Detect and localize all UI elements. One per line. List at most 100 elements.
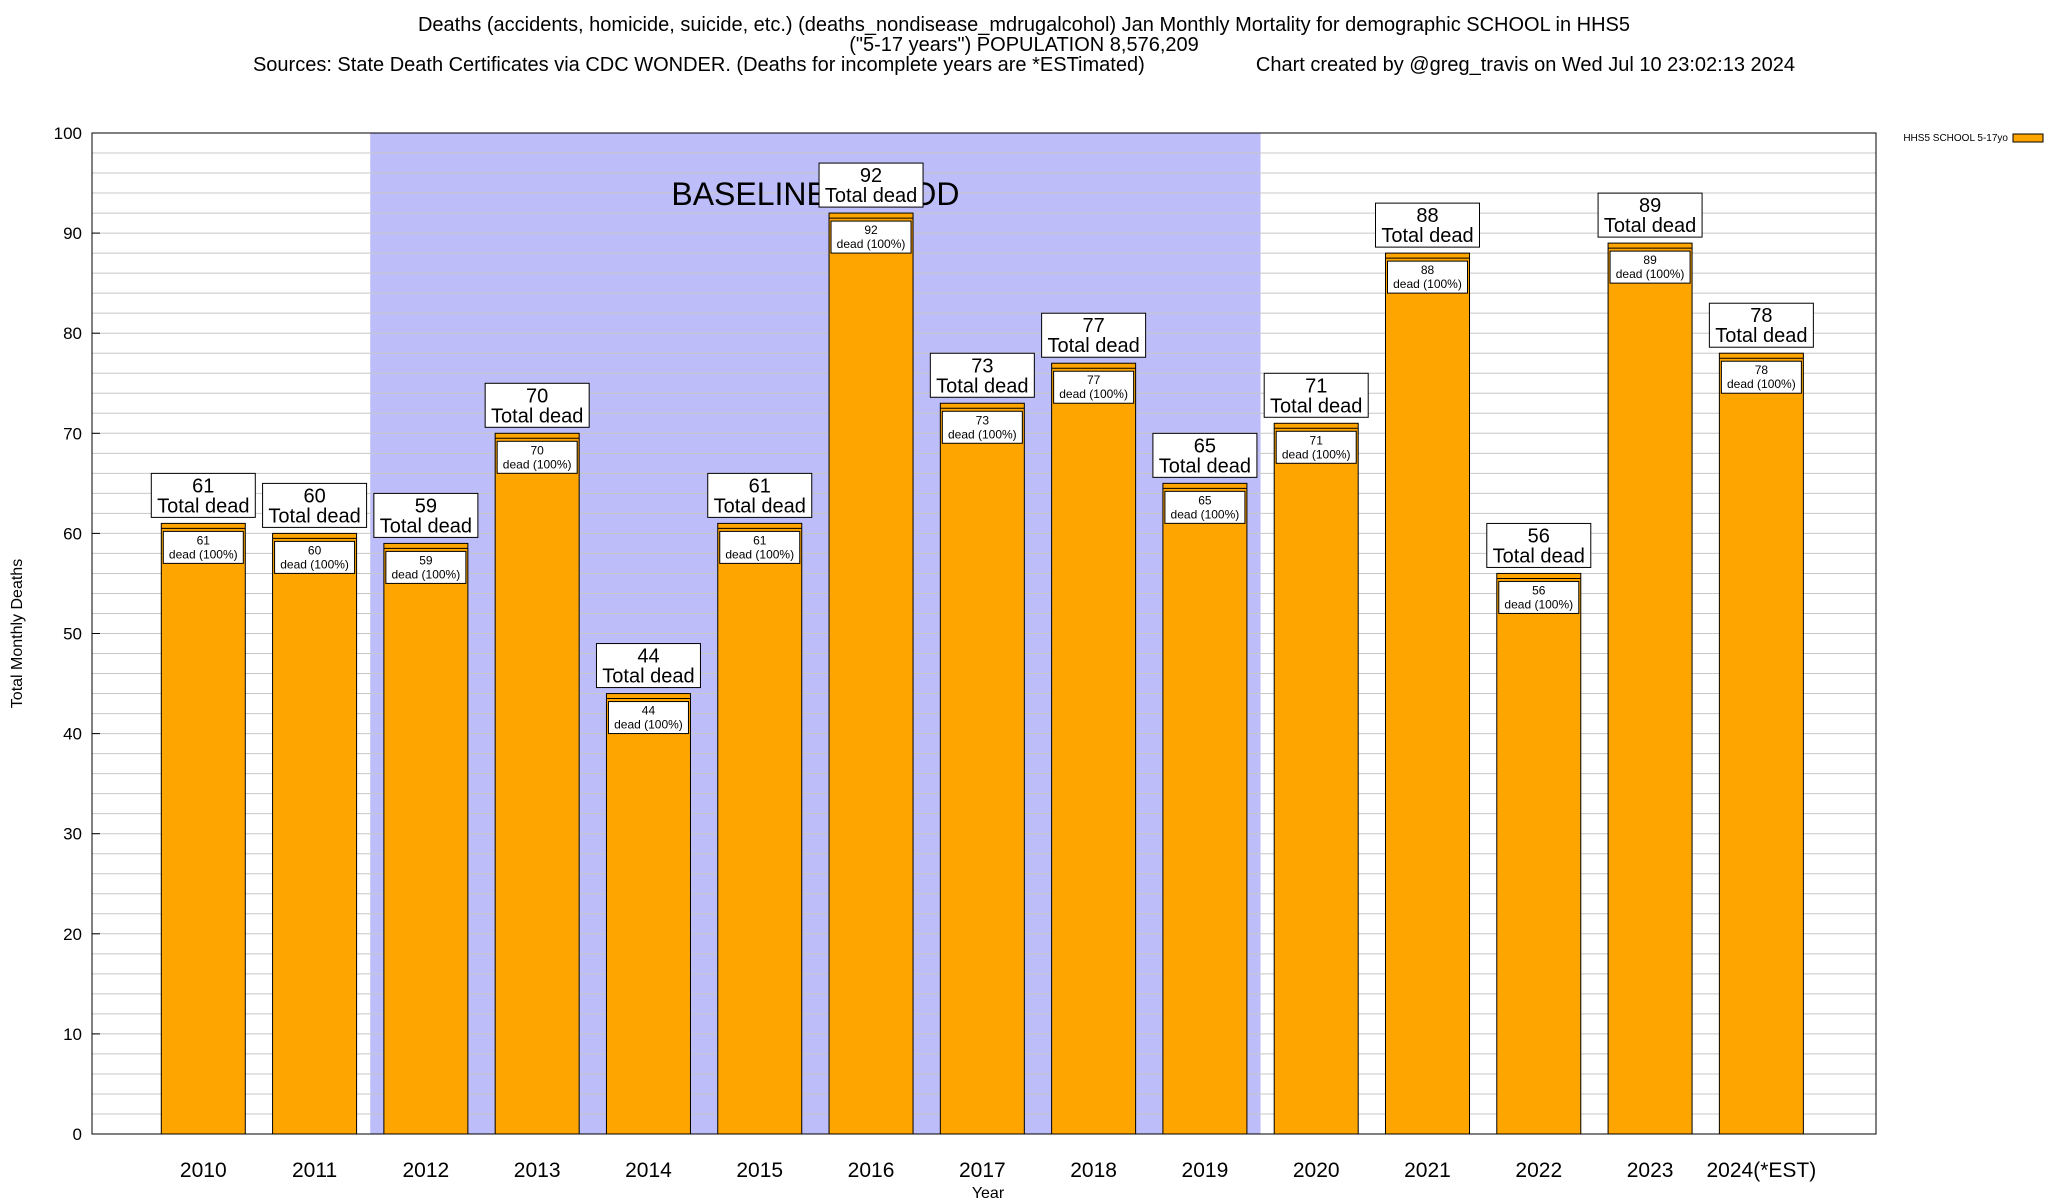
inner-value-label: 60 xyxy=(308,543,322,557)
inner-value-label: 44 xyxy=(642,704,656,718)
inner-percent-label: dead (100%) xyxy=(1171,507,1240,521)
inner-value-label: 61 xyxy=(753,533,767,547)
inner-value-label: 78 xyxy=(1755,363,1769,377)
total-value-label: 61 xyxy=(192,475,214,497)
inner-percent-label: dead (100%) xyxy=(837,237,906,251)
total-dead-label: Total dead xyxy=(714,495,806,517)
total-label-box xyxy=(707,472,813,518)
bar xyxy=(160,522,246,1135)
x-tick-label: 2020 xyxy=(1293,1159,1340,1182)
x-tick-label: 2014 xyxy=(625,1159,672,1182)
total-label-box xyxy=(1263,372,1369,418)
x-tick-label: 2024(*EST) xyxy=(1707,1159,1817,1182)
total-dead-label: Total dead xyxy=(1715,325,1807,347)
total-label-box xyxy=(1708,302,1814,348)
bar xyxy=(1273,422,1359,1135)
inner-percent-label: dead (100%) xyxy=(725,547,794,561)
total-value-label: 60 xyxy=(303,485,325,507)
x-tick-label: 2011 xyxy=(292,1159,337,1182)
inner-value-label: 89 xyxy=(1643,253,1657,267)
total-value-label: 78 xyxy=(1750,305,1772,327)
inner-label-box xyxy=(607,701,689,735)
total-value-label: 61 xyxy=(749,475,771,497)
x-tick-label: 2012 xyxy=(403,1159,450,1182)
inner-percent-label: dead (100%) xyxy=(1504,597,1573,611)
title-line-2: ("5-17 years") POPULATION 8,576,209 xyxy=(849,34,1199,56)
inner-value-label: 92 xyxy=(864,223,878,237)
inner-percent-label: dead (100%) xyxy=(1059,387,1128,401)
total-label-box xyxy=(929,352,1035,398)
inner-value-label: 59 xyxy=(419,553,433,567)
bar xyxy=(1162,482,1248,1135)
x-tick-label: 2010 xyxy=(180,1159,227,1182)
inner-percent-label: dead (100%) xyxy=(1393,277,1462,291)
y-tick-label: 0 xyxy=(73,1125,82,1144)
total-dead-label: Total dead xyxy=(491,405,583,427)
inner-label-box xyxy=(162,530,244,564)
total-label-box xyxy=(262,482,368,528)
title-line-3: Sources: State Death Certificates via CD… xyxy=(252,54,1796,76)
inner-label-box xyxy=(1386,260,1468,294)
inner-value-label: 88 xyxy=(1421,263,1435,277)
bar xyxy=(1496,572,1582,1135)
x-axis-label: Year xyxy=(972,1185,1005,1200)
total-value-label: 71 xyxy=(1305,375,1327,397)
y-tick-label: 100 xyxy=(54,124,82,143)
total-dead-label: Total dead xyxy=(1159,455,1251,477)
inner-value-label: 56 xyxy=(1532,583,1546,597)
total-value-label: 44 xyxy=(637,646,659,668)
total-dead-label: Total dead xyxy=(1604,215,1696,237)
inner-value-label: 65 xyxy=(1198,493,1212,507)
total-dead-label: Total dead xyxy=(268,505,360,527)
x-tick-label: 2018 xyxy=(1070,1159,1117,1182)
bar xyxy=(1718,352,1804,1135)
inner-label-box xyxy=(496,440,578,474)
total-label-box xyxy=(1597,192,1703,238)
total-value-label: 59 xyxy=(415,495,437,517)
inner-percent-label: dead (100%) xyxy=(614,718,683,732)
y-tick-label: 50 xyxy=(63,625,82,644)
x-tick-label: 2017 xyxy=(959,1159,1006,1182)
bar xyxy=(383,542,469,1135)
bar xyxy=(1051,362,1137,1135)
total-dead-label: Total dead xyxy=(1381,225,1473,247)
inner-value-label: 71 xyxy=(1310,433,1324,447)
total-value-label: 73 xyxy=(971,355,993,377)
x-tick-label: 2015 xyxy=(736,1159,783,1182)
total-label-box xyxy=(1374,202,1480,248)
total-dead-label: Total dead xyxy=(936,375,1028,397)
total-dead-label: Total dead xyxy=(380,515,472,537)
bar xyxy=(717,522,803,1135)
inner-label-box xyxy=(1720,360,1802,394)
total-value-label: 70 xyxy=(526,385,548,407)
x-tick-label: 2016 xyxy=(848,1159,895,1182)
y-tick-label: 30 xyxy=(63,825,82,844)
inner-percent-label: dead (100%) xyxy=(169,547,238,561)
x-tick-label: 2021 xyxy=(1404,1159,1451,1182)
total-label-box xyxy=(150,472,256,518)
x-tick-label: 2013 xyxy=(514,1159,561,1182)
total-label-box xyxy=(373,492,479,538)
y-tick-label: 60 xyxy=(63,524,82,543)
bar xyxy=(494,432,580,1135)
bar xyxy=(939,402,1025,1135)
y-tick-label: 20 xyxy=(63,925,82,944)
total-value-label: 56 xyxy=(1528,525,1550,547)
y-tick-label: 10 xyxy=(63,1025,82,1044)
total-label-box xyxy=(1152,432,1258,478)
bar xyxy=(605,693,691,1135)
inner-label-box xyxy=(830,220,912,254)
total-dead-label: Total dead xyxy=(602,666,694,688)
total-value-label: 88 xyxy=(1416,205,1438,227)
total-value-label: 89 xyxy=(1639,195,1661,217)
y-axis-label: Total Monthly Deaths xyxy=(9,559,26,708)
total-dead-label: Total dead xyxy=(1270,395,1362,417)
legend-swatch xyxy=(2012,133,2044,143)
inner-percent-label: dead (100%) xyxy=(392,567,461,581)
inner-value-label: 73 xyxy=(976,413,990,427)
inner-percent-label: dead (100%) xyxy=(1282,447,1351,461)
total-value-label: 92 xyxy=(860,165,882,187)
total-dead-label: Total dead xyxy=(1047,335,1139,357)
inner-percent-label: dead (100%) xyxy=(280,557,349,571)
